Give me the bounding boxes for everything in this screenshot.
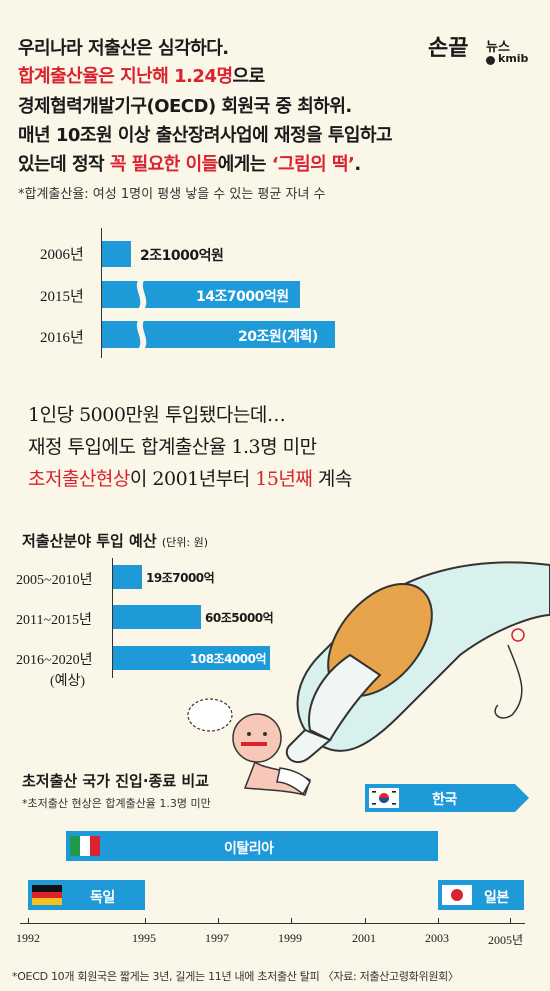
- timeline-bar-italy: [66, 831, 438, 861]
- chart2-bar-0: [113, 565, 142, 589]
- timeline-tickmark-4: [365, 918, 366, 924]
- chart2-category-1: 2011~2015년: [16, 613, 92, 628]
- mid-text-line2: 재정 투입에도 합계출산율 1.3명 미만: [28, 436, 317, 458]
- mid-text-red2: 15년째: [255, 468, 313, 490]
- chart3-title: 초저출산 국가 진입·종료 비교: [22, 772, 209, 790]
- chart1-category-1: 2015년: [40, 289, 84, 305]
- chart2-label-2: 108조4000억: [190, 652, 267, 666]
- chart1-label-2: 20조원(계획): [238, 329, 318, 345]
- chart2-label-0: 19조7000억: [146, 571, 215, 585]
- flag-korea-icon: [369, 788, 399, 808]
- chart2-axis: [112, 558, 113, 678]
- headline-line4: 매년 10조원 이상 출산장려사업에 재정을 투입하고: [18, 125, 393, 146]
- timeline-label-japan: 일본: [484, 890, 509, 906]
- chart1-axis-break-icon-2: [136, 318, 147, 352]
- chart2-bar-2: [113, 646, 270, 670]
- chart3-subtitle: *초저출산 현상은 합계출산율 1.3명 미만: [22, 797, 211, 810]
- headline-line3: 경제협력개발기구(OECD) 회원국 중 최하위.: [18, 96, 352, 117]
- mid-text-red: 초저출산현상: [28, 468, 130, 490]
- chart1-bar-0: [102, 241, 131, 267]
- chart1-bar-1: [102, 281, 300, 308]
- baby-illustration: [187, 698, 311, 796]
- timeline-tickmark-0: [28, 918, 29, 924]
- timeline-tickmark-1: [145, 918, 146, 924]
- headline-line5-red2: ‘그림의 떡’: [271, 154, 355, 175]
- chart1-label-0: 2조1000억원: [140, 248, 224, 264]
- flag-japan-icon: [442, 885, 472, 905]
- headline-line2: 합계출산율은 지난해 1.24명으로: [18, 62, 265, 88]
- headline-line5-c: .: [354, 154, 361, 175]
- headline-line5-red1: 꼭 필요한 이들: [109, 154, 218, 175]
- mid-text-line3: 초저출산현상이 2001년부터 15년째 계속: [28, 464, 352, 491]
- timeline-label-italy: 이탈리아: [224, 841, 274, 857]
- timeline-label-korea: 한국: [432, 792, 457, 808]
- chart2-title-text: 저출산분야 투입 예산: [22, 532, 157, 550]
- flag-germany-icon: [32, 885, 62, 905]
- timeline-tickmark-2: [218, 918, 219, 924]
- chart2-category-note: (예상): [50, 674, 86, 689]
- timeline-tick-5: 2003: [425, 931, 449, 945]
- footer-note: *OECD 10개 회원국은 짧게는 3년, 길게는 11년 내에 초저출산 탈…: [12, 970, 459, 983]
- logo-brand-icon: [486, 56, 495, 65]
- headline-line5-a: 있는데 정작: [18, 154, 110, 175]
- timeline-axis: [20, 923, 525, 924]
- headline-footnote: *합계출산율: 여성 1명이 평생 낳을 수 있는 평균 자녀 수: [18, 187, 326, 202]
- timeline-tick-4: 2001: [352, 931, 376, 945]
- mid-text-a: 이 2001년부터: [129, 468, 256, 490]
- timeline-tick-0: 1992: [16, 931, 40, 945]
- mid-text-b: 계속: [312, 468, 352, 490]
- headline-line1: 우리나라 저출산은 심각하다.: [18, 38, 229, 59]
- timeline-tick-3: 1999: [278, 931, 302, 945]
- chart1-axis-break-icon: [136, 278, 147, 312]
- logo-brand: kmib: [498, 52, 529, 65]
- chart2-category-2: 2016~2020년: [16, 653, 93, 668]
- timeline-tick-2: 1997: [205, 931, 229, 945]
- chart2-category-0: 2005~2010년: [16, 573, 93, 588]
- chart1-category-0: 2006년: [40, 247, 84, 263]
- mid-text-line1: 1인당 5000만원 투입됐다는데…: [28, 404, 286, 426]
- timeline-label-germany: 독일: [90, 890, 115, 906]
- timeline-tickmark-5: [438, 918, 439, 924]
- headline-birthrate: 합계출산율은 지난해 1.24명: [18, 66, 233, 87]
- timeline-bar-korea: [365, 784, 529, 812]
- baby-bottle-illustration: [285, 561, 550, 764]
- flag-italy-icon: [70, 836, 100, 856]
- chart2-label-1: 60조5000억: [205, 611, 274, 625]
- chart1-label-1: 14조7000억원: [196, 289, 289, 305]
- chart1-axis: [101, 228, 102, 358]
- headline-line5-b: 에게는: [217, 154, 272, 175]
- headline-line2-rest: 으로: [232, 66, 266, 87]
- chart1-category-2: 2016년: [40, 330, 84, 346]
- chart2-bar-1: [113, 605, 201, 629]
- chart2-unit-note: (단위: 원): [161, 536, 209, 549]
- logo-sub: 뉴스: [486, 40, 510, 55]
- timeline-tickmark-3: [291, 918, 292, 924]
- timeline-tick-6: 2005년: [488, 933, 524, 947]
- timeline-tick-1: 1995: [132, 931, 156, 945]
- timeline-tickmark-6: [510, 918, 511, 924]
- logo-main: 손끝: [428, 36, 469, 61]
- chart2-title: 저출산분야 투입 예산 (단위: 원): [22, 530, 208, 551]
- logo: 손끝 뉴스 kmib: [428, 30, 538, 70]
- headline-line5: 있는데 정작 꼭 필요한 이들에게는 ‘그림의 떡’.: [18, 150, 361, 176]
